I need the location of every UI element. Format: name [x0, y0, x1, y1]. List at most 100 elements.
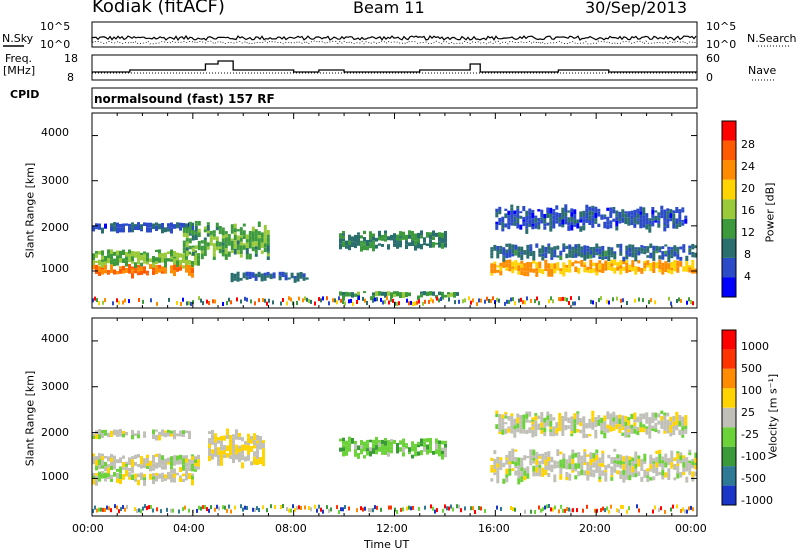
velocity-cell [603, 429, 607, 433]
velocity-cell [622, 470, 626, 476]
power-colorbar-swatch [722, 218, 736, 239]
velocity-cell [567, 425, 571, 429]
power-cell [200, 240, 204, 244]
power-cell [606, 216, 610, 222]
power-cell [202, 301, 204, 306]
power-cell [667, 263, 671, 269]
power-cell [577, 251, 581, 257]
power-cell [396, 234, 399, 241]
velocity-cell [583, 462, 587, 465]
velocity-cell [586, 461, 590, 468]
velocity-cell [616, 464, 620, 468]
power-cell [676, 246, 680, 252]
power-cell [420, 243, 423, 250]
power-cell [670, 249, 674, 256]
power-cell [529, 251, 533, 256]
power-cell [245, 242, 249, 249]
velocity-cell [458, 504, 460, 509]
velocity-cell [214, 439, 217, 443]
velocity-cell [376, 505, 378, 510]
velocity-cell [661, 460, 665, 464]
power-cell [239, 241, 243, 246]
power-colorbar-swatch [722, 199, 736, 219]
power-cell [143, 269, 146, 272]
velocity-cell [589, 465, 593, 472]
power-cell [140, 255, 143, 261]
power-cell [230, 300, 232, 305]
velocity-cell [167, 462, 170, 465]
velocity-cell [493, 472, 497, 476]
velocity-cell [679, 455, 683, 461]
power-cell [348, 292, 351, 297]
power-cell [110, 259, 113, 265]
power-cell [263, 275, 267, 281]
velocity-cell [92, 479, 95, 485]
velocity-cell [182, 458, 185, 465]
beam-title: Beam 11 [353, 0, 425, 17]
power-cell [209, 234, 213, 238]
power-cell [678, 224, 682, 227]
power-cell [186, 301, 188, 306]
velocity-cell [197, 454, 200, 460]
velocity-cell [116, 468, 119, 472]
power-cbar-title: Power [dB] [763, 182, 777, 243]
velocity-cell [508, 450, 512, 456]
velocity-cell [616, 460, 620, 465]
power-cell [221, 245, 225, 250]
velocity-cell [661, 456, 665, 461]
power-cell [690, 300, 692, 304]
power-cell [198, 296, 200, 301]
velocity-cell [438, 454, 441, 457]
velocity-cell [493, 458, 497, 465]
velocity-cell [675, 411, 679, 417]
power-cell [101, 255, 104, 260]
power-cell [161, 266, 164, 272]
power-cell [390, 297, 392, 302]
velocity-cell [211, 440, 214, 445]
power-cell [508, 259, 512, 264]
velocity-cell [235, 429, 238, 436]
power-cell [107, 272, 110, 275]
power-cell [607, 261, 611, 266]
power-cell [414, 245, 417, 251]
power-cell [110, 249, 113, 254]
power-cell [549, 217, 553, 221]
power-cell [505, 253, 509, 259]
power-cell [600, 214, 604, 220]
power-cell [664, 250, 668, 255]
power-cell [150, 298, 152, 303]
power-cell [676, 253, 680, 260]
velocity-cell [101, 465, 104, 469]
velocity-y-tick: 1000 [41, 470, 69, 483]
power-cell [553, 266, 557, 269]
power-cell [364, 298, 366, 303]
power-cell [532, 250, 536, 255]
velocity-cell [652, 467, 656, 474]
power-cell [233, 223, 237, 229]
velocity-cell [191, 473, 194, 476]
velocity-cell [577, 457, 581, 461]
velocity-cell [137, 434, 140, 439]
power-cell [643, 263, 647, 268]
power-cell [381, 291, 384, 296]
power-cell [535, 262, 539, 266]
velocity-cell [98, 507, 100, 512]
power-cell [113, 222, 116, 226]
power-cell [245, 254, 249, 260]
velocity-cell [116, 473, 119, 479]
velocity-cell [526, 455, 530, 459]
power-cell [499, 248, 503, 254]
power-cbar-tick: 8 [744, 248, 751, 261]
velocity-cell [616, 454, 620, 459]
power-cell [266, 271, 270, 276]
power-cell [412, 301, 414, 306]
velocity-cell [672, 421, 676, 427]
velocity-cell [648, 424, 652, 431]
velocity-cell [544, 469, 548, 476]
power-cell [320, 298, 322, 303]
velocity-cell [161, 429, 164, 434]
velocity-cell [402, 447, 405, 453]
power-cell [110, 264, 113, 270]
power-cell [366, 246, 369, 251]
velocity-cell [104, 466, 107, 472]
